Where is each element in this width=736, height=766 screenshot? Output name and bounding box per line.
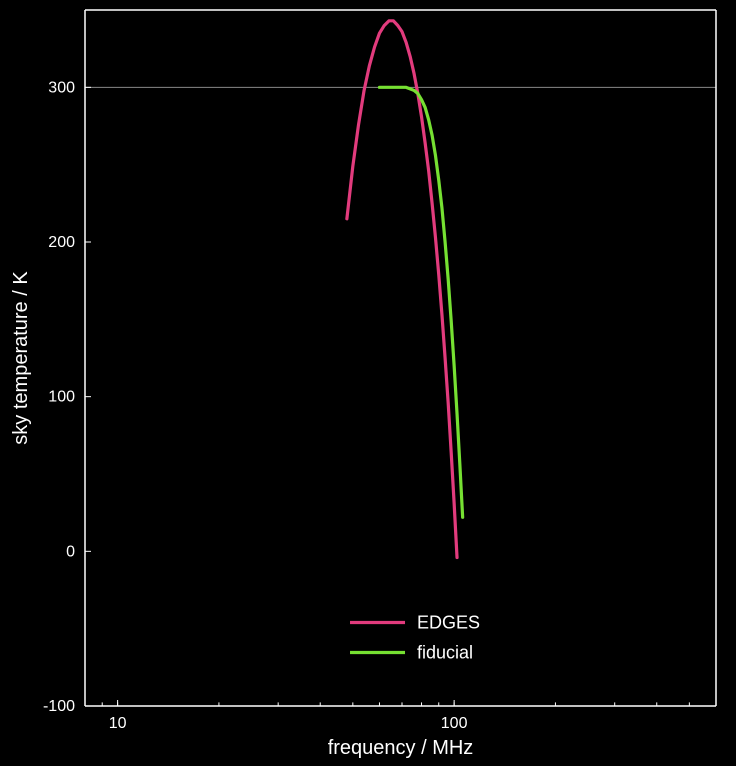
x-tick-label: 10 — [109, 715, 127, 732]
y-tick-label: 0 — [66, 543, 75, 560]
y-tick-label: 100 — [48, 389, 75, 406]
chart-svg: 10 100 -100 0 100 200 300 frequency / MHz sky te… — [0, 0, 736, 766]
y-axis-label: sky temperature / K — [10, 271, 32, 445]
x-axis-label: frequency / MHz — [328, 737, 474, 759]
y-tick-label: 300 — [48, 79, 75, 96]
x-tick-label: 100 — [441, 715, 468, 732]
legend-label: fiducial — [417, 642, 473, 662]
y-tick-label: 200 — [48, 234, 75, 251]
y-tick-label: -100 — [43, 698, 75, 715]
legend-label: EDGES — [417, 612, 480, 632]
